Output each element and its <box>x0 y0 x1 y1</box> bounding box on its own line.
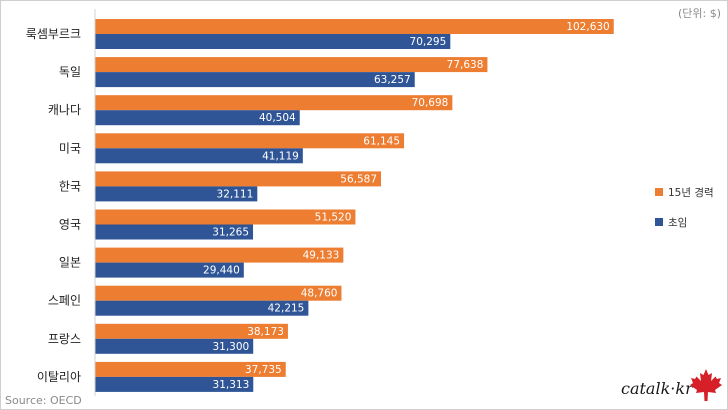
value-label-experienced-3: 61,145 <box>363 135 400 147</box>
bar-experienced-7 <box>95 285 342 301</box>
bar-starting-1 <box>95 72 415 88</box>
value-label-starting-7: 42,215 <box>268 303 305 315</box>
bar-experienced-2 <box>95 95 453 111</box>
bar-starting-5 <box>95 224 254 240</box>
maple-leaf-icon <box>690 369 722 401</box>
legend: 15년 경력 초임 <box>655 185 714 245</box>
unit-note: (단위: $) <box>677 7 721 20</box>
category-label-7: 스페인 <box>48 294 81 308</box>
value-label-experienced-5: 51,520 <box>315 212 352 224</box>
bar-experienced-5 <box>95 209 356 225</box>
bar-starting-2 <box>95 110 300 126</box>
bar-experienced-9 <box>95 361 286 377</box>
value-label-starting-3: 41,119 <box>262 150 299 162</box>
category-label-9: 이탈리아 <box>37 370 81 384</box>
value-label-experienced-2: 70,698 <box>412 97 449 109</box>
value-label-starting-5: 31,265 <box>212 227 249 239</box>
value-label-experienced-4: 56,587 <box>340 173 377 185</box>
value-label-starting-8: 31,300 <box>212 341 249 353</box>
category-label-0: 룩셈부르크 <box>26 27 81 41</box>
legend-swatch-experienced <box>655 188 663 196</box>
legend-item-starting: 초임 <box>655 215 714 229</box>
value-label-experienced-9: 37,735 <box>245 364 282 376</box>
value-label-starting-0: 70,295 <box>410 36 447 48</box>
category-label-4: 한국 <box>59 179 81 193</box>
legend-swatch-starting <box>655 218 663 226</box>
bar-experienced-1 <box>95 57 488 73</box>
bar-starting-9 <box>95 376 254 392</box>
value-label-experienced-6: 49,133 <box>303 250 340 262</box>
bar-experienced-3 <box>95 133 405 149</box>
bar-starting-3 <box>95 148 303 164</box>
value-label-experienced-0: 102,630 <box>566 21 609 33</box>
bar-starting-8 <box>95 338 254 354</box>
category-label-6: 일본 <box>59 256 81 270</box>
bars-group <box>95 19 614 392</box>
category-label-3: 미국 <box>59 141 81 155</box>
legend-label-experienced: 15년 경력 <box>668 186 714 199</box>
bar-starting-6 <box>95 262 244 278</box>
category-label-1: 독일 <box>59 65 81 79</box>
watermark-logo: catalk·kr <box>621 379 693 398</box>
legend-label-starting: 초임 <box>668 216 688 229</box>
bar-experienced-4 <box>95 171 382 187</box>
value-label-experienced-7: 48,760 <box>301 288 338 300</box>
value-label-experienced-8: 38,173 <box>247 326 284 338</box>
bar-experienced-6 <box>95 247 344 263</box>
bar-starting-7 <box>95 300 309 316</box>
legend-item-experienced: 15년 경력 <box>655 185 714 199</box>
value-label-starting-2: 40,504 <box>259 112 296 124</box>
bar-starting-4 <box>95 186 258 202</box>
source-note: Source: OECD <box>5 394 82 407</box>
bar-starting-0 <box>95 34 451 49</box>
bar-experienced-0 <box>95 19 614 34</box>
bar-experienced-8 <box>95 323 288 339</box>
value-label-starting-4: 32,111 <box>217 188 254 200</box>
value-label-starting-9: 31,313 <box>213 379 250 391</box>
category-label-5: 영국 <box>59 218 81 232</box>
value-label-experienced-1: 77,638 <box>447 59 484 71</box>
value-label-starting-6: 29,440 <box>203 265 240 277</box>
category-label-2: 캐나다 <box>48 103 81 117</box>
value-label-starting-1: 63,257 <box>374 74 411 86</box>
category-label-8: 프랑스 <box>48 332 81 346</box>
